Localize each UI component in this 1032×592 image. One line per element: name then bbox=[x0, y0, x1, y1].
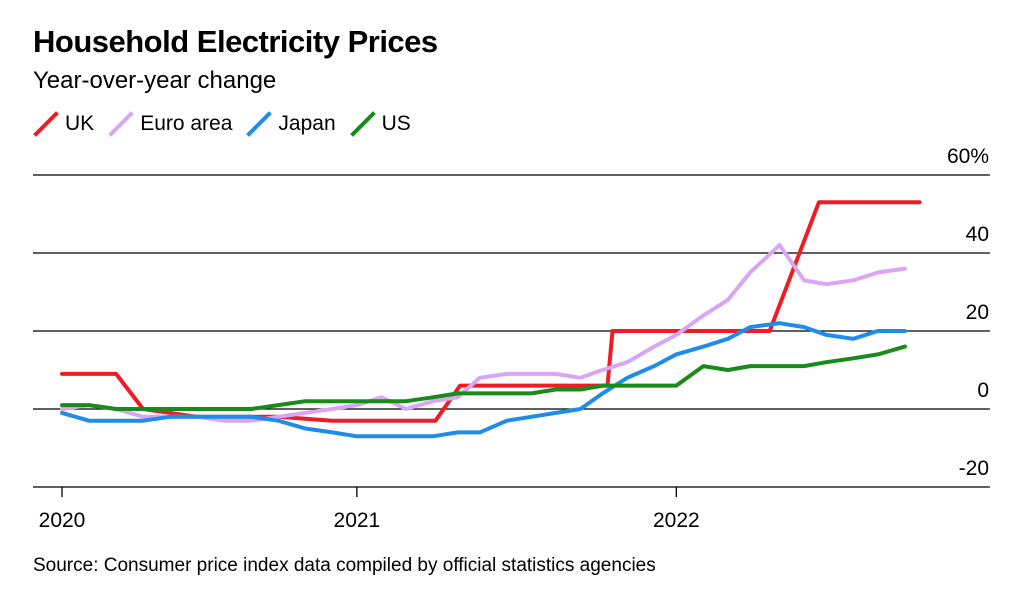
legend: UK Euro area Japan US bbox=[33, 110, 425, 138]
legend-item-euro-area: Euro area bbox=[108, 110, 232, 138]
series-line-uk bbox=[60, 200, 922, 423]
legend-label-us: US bbox=[381, 112, 411, 135]
y-tick-label-0: 60% bbox=[947, 145, 989, 168]
x-tick-label-2: 2022 bbox=[653, 509, 700, 532]
y-tick-label-3: 0 bbox=[977, 379, 989, 402]
chart-plot: 60% 40 20 0 -20 2020 2021 2022 bbox=[33, 145, 990, 532]
legend-line-uk bbox=[33, 111, 59, 137]
chart-subtitle: Year-over-year change bbox=[33, 67, 277, 94]
chart-title: Household Electricity Prices bbox=[33, 24, 438, 59]
legend-swatch-us bbox=[349, 111, 376, 137]
series-line-japan bbox=[60, 321, 907, 439]
legend-label-euro-area: Euro area bbox=[140, 112, 233, 135]
source-note: Source: Consumer price index data compil… bbox=[33, 555, 656, 576]
y-tick-label-1: 40 bbox=[966, 223, 989, 246]
legend-label-japan: Japan bbox=[278, 112, 336, 135]
legend-swatch-uk bbox=[33, 111, 59, 137]
x-tick-label-0: 2020 bbox=[39, 509, 86, 532]
legend-line-us bbox=[349, 111, 376, 137]
legend-swatch-japan bbox=[246, 111, 273, 137]
legend-line-euro-area bbox=[108, 111, 135, 137]
legend-item-japan: Japan bbox=[246, 110, 336, 138]
legend-item-us: US bbox=[349, 110, 411, 138]
y-tick-label-2: 20 bbox=[966, 301, 989, 324]
legend-swatch-euro-area bbox=[108, 111, 135, 137]
x-tick-label-1: 2021 bbox=[334, 509, 381, 532]
series-line-us bbox=[60, 344, 907, 411]
legend-item-uk: UK bbox=[33, 110, 94, 138]
legend-label-uk: UK bbox=[65, 112, 95, 135]
legend-line-japan bbox=[246, 111, 273, 137]
y-tick-label-4: -20 bbox=[959, 457, 989, 480]
